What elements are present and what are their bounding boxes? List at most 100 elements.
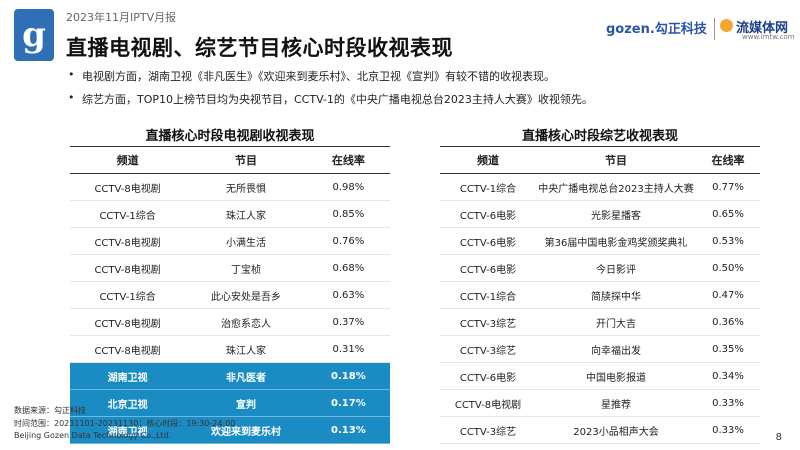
lmtw-logo-icon [720, 19, 733, 32]
cell-channel: 湖南卫视 [70, 416, 186, 444]
cell-channel: CCTV-8电视剧 [70, 227, 186, 255]
column-header: 频道 [70, 146, 186, 174]
cell-channel: CCTV-3综艺 [440, 335, 536, 363]
cell-rate: 0.63% [306, 281, 390, 309]
cell-channel: CCTV-1综合 [440, 173, 536, 201]
cell-program: 中央广播电视总台2023主持人大赛 [536, 173, 696, 201]
gozen-logo-icon: g [14, 9, 54, 61]
cell-program: 宣判 [185, 389, 307, 417]
table-header-row: 频道 节目 在线率 [70, 146, 390, 174]
cell-program: 欢迎来到麦乐村 [185, 416, 307, 444]
variety-table: 频道 节目 在线率 CCTV-1综合 中央广播电视总台2023主持人大赛 0.77%… [440, 146, 760, 444]
bullet-text-drama: 电视剧方面，湖南卫视《非凡医生》《欢迎来到麦乐村》、北京卫视《宣判》有较不错的收… [82, 70, 555, 83]
cell-rate: 0.18% [306, 362, 390, 390]
cell-channel: CCTV-1综合 [70, 281, 186, 309]
cell-rate: 0.77% [696, 173, 760, 201]
cell-program: 第36届中国电影金鸡奖颁奖典礼 [536, 227, 696, 255]
cell-program: 小满生活 [185, 227, 307, 255]
bullet-item: • 综艺方面，TOP10上榜节目均为央视节目，CCTV-1的《中央广播电视总台2… [68, 91, 593, 107]
table-row: CCTV-1综合 珠江人家 0.85% [70, 200, 390, 228]
data-source: 数据来源：勾正科技 [14, 406, 86, 415]
cell-channel: 湖南卫视 [70, 362, 186, 390]
table-row: CCTV-1综合 中央广播电视总台2023主持人大赛 0.77% [440, 173, 760, 201]
cell-rate: 0.33% [696, 416, 760, 444]
cell-rate: 0.98% [306, 173, 390, 201]
cell-channel: CCTV-6电影 [440, 200, 536, 228]
cell-program: 中国电影报道 [536, 362, 696, 390]
table-row: CCTV-6电影 光影星播客 0.65% [440, 200, 760, 228]
bullet-dot-icon: • [68, 68, 75, 81]
cell-channel: CCTV-8电视剧 [440, 389, 536, 417]
variety-table-title: 直播核心时段综艺收视表现 [521, 129, 678, 144]
cell-rate: 0.47% [696, 281, 760, 309]
cell-rate: 0.36% [696, 308, 760, 336]
cell-channel: CCTV-8电视剧 [70, 254, 186, 282]
gozen-brand-text: gozen.勾正科技 [606, 22, 707, 37]
cell-channel: CCTV-3综艺 [440, 416, 536, 444]
lmtw-brand-url: www.lmtw.com [742, 33, 795, 41]
cell-rate: 0.13% [306, 416, 390, 444]
cell-program: 珠江人家 [185, 335, 307, 363]
table-row: CCTV-1综合 此心安处是吾乡 0.63% [70, 281, 390, 309]
cell-program: 此心安处是吾乡 [185, 281, 307, 309]
column-header: 在线率 [696, 146, 760, 174]
cell-channel: 北京卫视 [70, 389, 186, 417]
cell-rate: 0.53% [696, 227, 760, 255]
table-row: CCTV-8电视剧 小满生活 0.76% [70, 227, 390, 255]
column-header: 在线率 [306, 146, 390, 174]
cell-program: 无所畏惧 [185, 173, 307, 201]
table-row: 北京卫视 宣判 0.17% [70, 389, 390, 417]
gozen-brand-logo: gozen.勾正科技 [606, 18, 707, 37]
table-row: CCTV-1综合 简牍探中华 0.47% [440, 281, 760, 309]
table-row: 湖南卫视 欢迎来到麦乐村 0.13% [70, 416, 390, 444]
cell-rate: 0.17% [306, 389, 390, 417]
cell-program: 简牍探中华 [536, 281, 696, 309]
drama-table: 频道 节目 在线率 CCTV-8电视剧 无所畏惧 0.98% CCTV-1综合 珠江人家… [70, 146, 390, 444]
table-row: CCTV-8电视剧 丁宝桢 0.68% [70, 254, 390, 282]
cell-program: 星推荐 [536, 389, 696, 417]
lmtw-brand-text: 流媒体网 [736, 21, 789, 36]
cell-program: 珠江人家 [185, 200, 307, 228]
summary-bullets: • 电视剧方面，湖南卫视《非凡医生》《欢迎来到麦乐村》、北京卫视《宣判》有较不错… [68, 68, 593, 114]
time-range: 时间范围：20231101-20231130；核心时段：19:30-24:00 [14, 419, 236, 428]
table-header-row: 频道 节目 在线率 [440, 146, 760, 174]
report-label: 2023年11月IPTV月报 [66, 11, 177, 24]
page-title: 直播电视剧、综艺节目核心时段收视表现 [66, 36, 453, 60]
table-row: CCTV-8电视剧 治愈系恋人 0.37% [70, 308, 390, 336]
cell-channel: CCTV-8电视剧 [70, 173, 186, 201]
cell-rate: 0.50% [696, 254, 760, 282]
table-row: CCTV-6电影 第36届中国电影金鸡奖颁奖典礼 0.53% [440, 227, 760, 255]
brand-divider [714, 18, 715, 40]
column-header: 频道 [440, 146, 536, 174]
cell-rate: 0.85% [306, 200, 390, 228]
cell-program: 2023小品相声大会 [536, 416, 696, 444]
cell-rate: 0.33% [696, 389, 760, 417]
column-header: 节目 [185, 146, 307, 174]
cell-channel: CCTV-6电影 [440, 254, 536, 282]
drama-table-title: 直播核心时段电视剧收视表现 [145, 129, 315, 144]
table-row: CCTV-3综艺 2023小品相声大会 0.33% [440, 416, 760, 444]
table-row: CCTV-8电视剧 珠江人家 0.31% [70, 335, 390, 363]
cell-rate: 0.65% [696, 200, 760, 228]
table-row: CCTV-8电视剧 星推荐 0.33% [440, 389, 760, 417]
page-number: 8 [775, 432, 782, 443]
cell-rate: 0.34% [696, 362, 760, 390]
cell-channel: CCTV-8电视剧 [70, 335, 186, 363]
cell-channel: CCTV-8电视剧 [70, 308, 186, 336]
cell-channel: CCTV-1综合 [440, 281, 536, 309]
cell-rate: 0.37% [306, 308, 390, 336]
cell-program: 丁宝桢 [185, 254, 307, 282]
cell-program: 非凡医者 [185, 362, 307, 390]
company-name: Beijing Gozen Data Technology Co.,Ltd. [14, 431, 172, 440]
column-header: 节目 [536, 146, 696, 174]
cell-rate: 0.76% [306, 227, 390, 255]
cell-channel: CCTV-6电影 [440, 227, 536, 255]
cell-rate: 0.31% [306, 335, 390, 363]
table-row: CCTV-8电视剧 无所畏惧 0.98% [70, 173, 390, 201]
cell-program: 光影星播客 [536, 200, 696, 228]
table-row: CCTV-3综艺 开门大吉 0.36% [440, 308, 760, 336]
cell-channel: CCTV-3综艺 [440, 308, 536, 336]
cell-program: 今日影评 [536, 254, 696, 282]
table-row: 湖南卫视 非凡医者 0.18% [70, 362, 390, 390]
cell-rate: 0.68% [306, 254, 390, 282]
